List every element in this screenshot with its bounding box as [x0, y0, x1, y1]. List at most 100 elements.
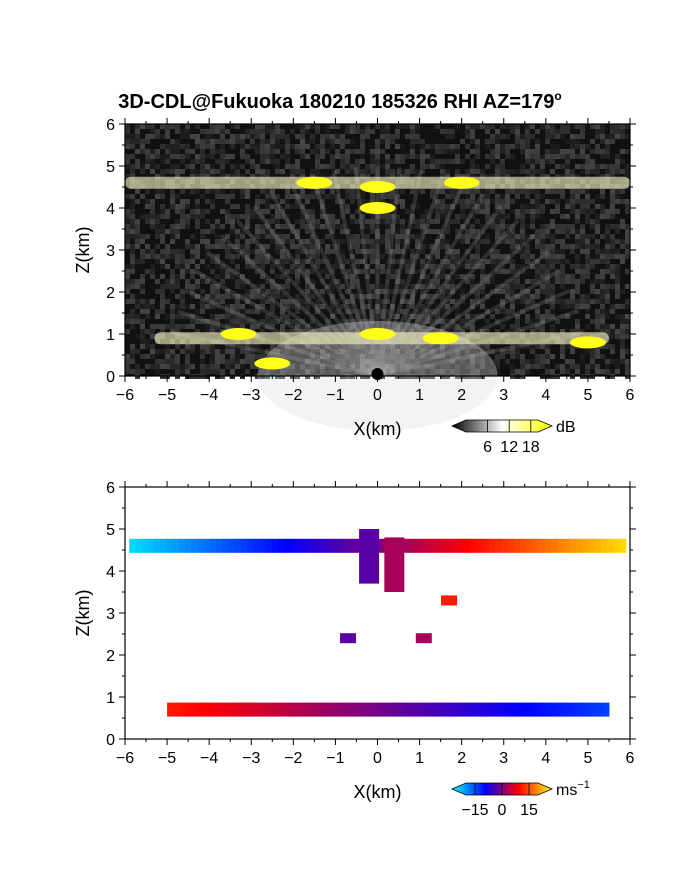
reflectivity-noise-cell [430, 229, 435, 234]
reflectivity-noise-cell [430, 269, 435, 274]
reflectivity-noise-cell [240, 319, 245, 324]
reflectivity-noise-cell [230, 249, 235, 254]
reflectivity-noise-cell [470, 159, 475, 164]
reflectivity-noise-cell [440, 354, 445, 359]
reflectivity-noise-cell [280, 234, 285, 239]
reflectivity-noise-cell [590, 244, 595, 249]
reflectivity-noise-cell [625, 149, 630, 154]
reflectivity-noise-cell [230, 364, 235, 369]
reflectivity-noise-cell [465, 234, 470, 239]
reflectivity-noise-cell [600, 204, 605, 209]
reflectivity-noise-cell [600, 299, 605, 304]
reflectivity-noise-cell [605, 214, 610, 219]
reflectivity-noise-cell [245, 294, 250, 299]
reflectivity-noise-cell [305, 364, 310, 369]
reflectivity-noise-cell [455, 154, 460, 159]
reflectivity-noise-cell [560, 364, 565, 369]
velocity-layer-cell [316, 702, 323, 717]
reflectivity-noise-cell [415, 204, 420, 209]
reflectivity-noise-cell [145, 219, 150, 224]
velocity-layer-cell [498, 702, 505, 717]
reflectivity-noise-cell [600, 174, 605, 179]
reflectivity-noise-cell [475, 234, 480, 239]
reflectivity-noise-cell [210, 294, 215, 299]
reflectivity-noise-cell [625, 199, 630, 204]
reflectivity-noise-cell [290, 204, 295, 209]
reflectivity-noise-cell [435, 349, 440, 354]
reflectivity-noise-cell [310, 319, 315, 324]
reflectivity-noise-cell [130, 324, 135, 329]
reflectivity-noise-cell [265, 234, 270, 239]
reflectivity-noise-cell [625, 359, 630, 364]
velocity-layer-cell [483, 538, 490, 553]
reflectivity-noise-cell [240, 154, 245, 159]
reflectivity-noise-cell [270, 239, 275, 244]
reflectivity-noise-cell [600, 309, 605, 314]
reflectivity-noise-cell [365, 274, 370, 279]
reflectivity-noise-cell [575, 164, 580, 169]
reflectivity-noise-cell [440, 169, 445, 174]
reflectivity-noise-cell [365, 124, 370, 129]
reflectivity-noise-cell [355, 189, 360, 194]
reflectivity-noise-cell [340, 199, 345, 204]
reflectivity-noise-cell [415, 244, 420, 249]
reflectivity-noise-cell [125, 159, 130, 164]
reflectivity-noise-cell [205, 144, 210, 149]
reflectivity-noise-cell [300, 319, 305, 324]
reflectivity-noise-cell [135, 219, 140, 224]
reflectivity-noise-cell [140, 149, 145, 154]
reflectivity-noise-cell [415, 319, 420, 324]
reflectivity-noise-cell [225, 349, 230, 354]
reflectivity-noise-cell [510, 304, 515, 309]
reflectivity-noise-cell [470, 204, 475, 209]
reflectivity-noise-cell [500, 224, 505, 229]
reflectivity-noise-cell [210, 174, 215, 179]
reflectivity-noise-cell [370, 194, 375, 199]
reflectivity-noise-cell [525, 359, 530, 364]
velocity-layer-cell [205, 702, 212, 717]
reflectivity-noise-cell [400, 329, 405, 334]
reflectivity-noise-cell [495, 199, 500, 204]
reflectivity-noise-cell [125, 144, 130, 149]
reflectivity-noise-cell [305, 209, 310, 214]
reflectivity-noise-cell [145, 164, 150, 169]
reflectivity-noise-cell [500, 164, 505, 169]
reflectivity-noise-cell [625, 369, 630, 374]
reflectivity-noise-cell [580, 124, 585, 129]
reflectivity-noise-cell [245, 259, 250, 264]
reflectivity-noise-cell [500, 204, 505, 209]
reflectivity-noise-cell [150, 329, 155, 334]
reflectivity-noise-cell [360, 299, 365, 304]
reflectivity-noise-cell [190, 319, 195, 324]
reflectivity-noise-cell [490, 279, 495, 284]
reflectivity-noise-cell [445, 299, 450, 304]
reflectivity-noise-cell [215, 359, 220, 364]
reflectivity-noise-cell [575, 309, 580, 314]
reflectivity-noise-cell [555, 259, 560, 264]
reflectivity-noise-cell [465, 344, 470, 349]
reflectivity-noise-cell [470, 169, 475, 174]
reflectivity-noise-cell [355, 239, 360, 244]
reflectivity-noise-cell [145, 364, 150, 369]
reflectivity-noise-cell [255, 199, 260, 204]
reflectivity-noise-cell [295, 254, 300, 259]
reflectivity-noise-cell [180, 189, 185, 194]
reflectivity-noise-cell [240, 229, 245, 234]
reflectivity-noise-cell [570, 294, 575, 299]
reflectivity-noise-cell [200, 234, 205, 239]
reflectivity-noise-cell [415, 169, 420, 174]
reflectivity-noise-cell [610, 349, 615, 354]
reflectivity-noise-cell [330, 284, 335, 289]
reflectivity-noise-cell [600, 154, 605, 159]
reflectivity-noise-cell [470, 234, 475, 239]
reflectivity-noise-cell [200, 164, 205, 169]
reflectivity-noise-cell [235, 254, 240, 259]
reflectivity-noise-cell [380, 289, 385, 294]
reflectivity-noise-cell [455, 194, 460, 199]
reflectivity-noise-cell [565, 274, 570, 279]
reflectivity-noise-cell [310, 239, 315, 244]
reflectivity-noise-cell [615, 329, 620, 334]
reflectivity-noise-cell [315, 344, 320, 349]
reflectivity-noise-cell [230, 124, 235, 129]
reflectivity-noise-cell [510, 124, 515, 129]
